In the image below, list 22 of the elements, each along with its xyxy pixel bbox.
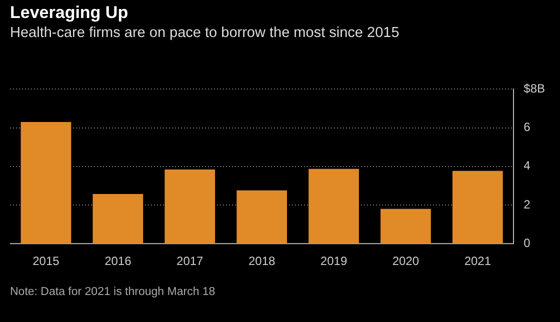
- chart-title: Leveraging Up: [10, 3, 128, 23]
- y-tick-label: 4: [524, 158, 531, 173]
- chart-subtitle: Health-care firms are on pace to borrow the most since 2015: [10, 25, 400, 41]
- x-tick-label: 2016: [104, 254, 132, 268]
- bar: [164, 169, 216, 244]
- x-tick-label: 2015: [32, 254, 60, 268]
- x-tick-label: 2021: [464, 254, 492, 268]
- bar: [236, 190, 288, 244]
- x-tick-label: 2017: [176, 254, 204, 268]
- y-tick-label: $8B: [524, 82, 546, 96]
- bar: [452, 170, 503, 244]
- y-tick-label: 2: [524, 197, 531, 212]
- y-tick-label: 0: [524, 236, 531, 250]
- text: Note: Data for 2021 is through March 18: [10, 286, 216, 298]
- bar: [92, 194, 144, 244]
- x-tick-label: 2019: [320, 254, 348, 268]
- bar: [308, 168, 359, 244]
- bar: [380, 208, 431, 244]
- x-tick-label: 2020: [392, 254, 420, 268]
- y-tick-label: 6: [524, 120, 531, 134]
- bar: [20, 122, 72, 244]
- x-tick-label: 2018: [248, 254, 276, 268]
